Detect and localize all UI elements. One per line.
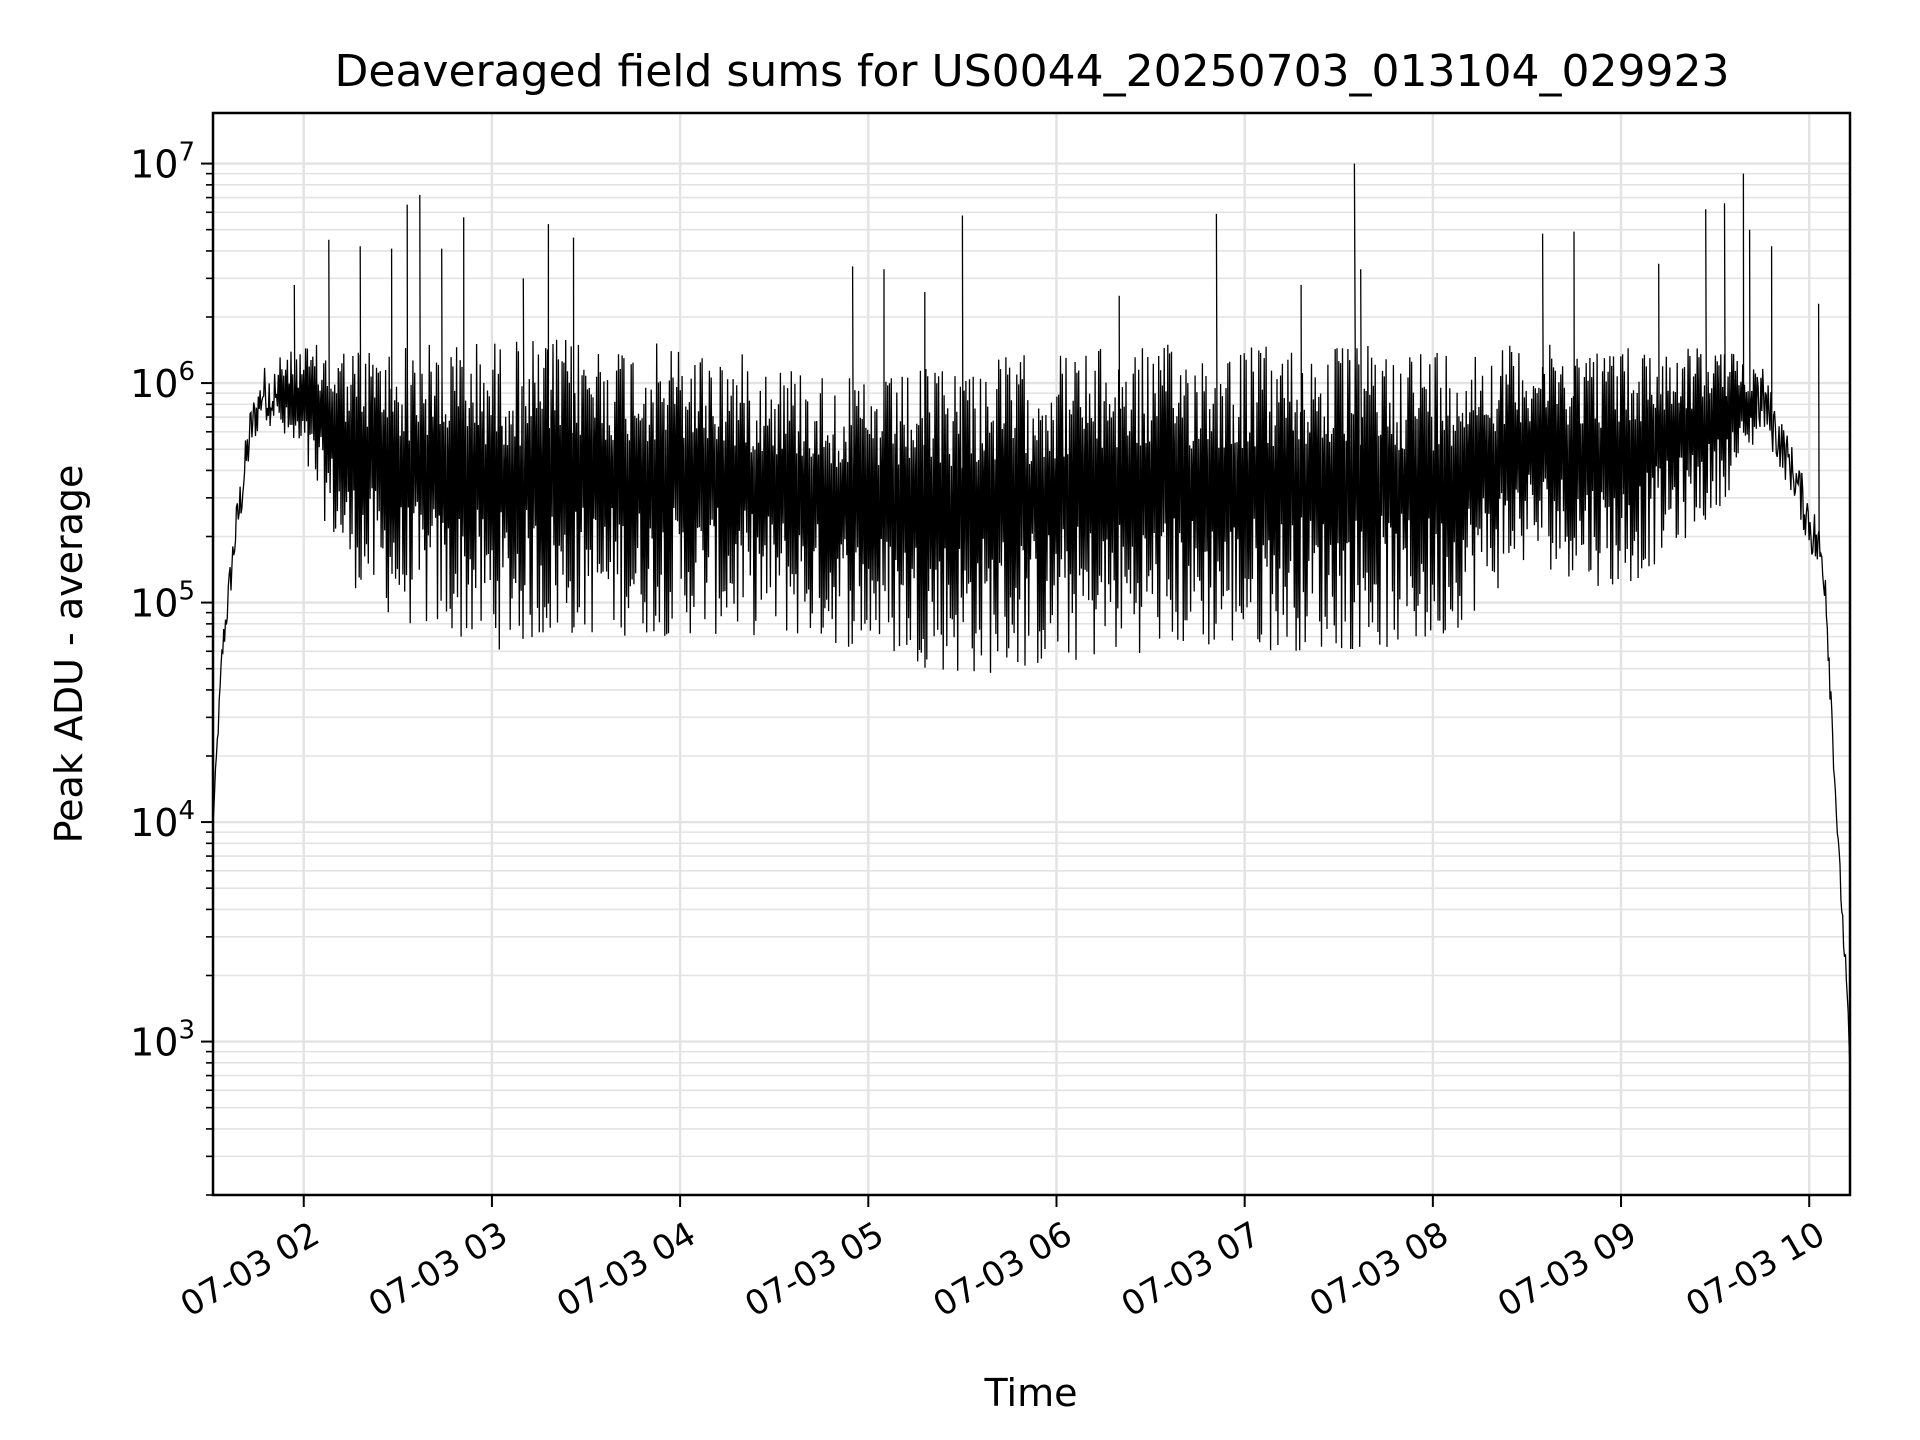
y-tick-label: 105	[130, 577, 195, 626]
y-axis-label: Peak ADU - average	[47, 465, 91, 844]
plot-frame	[211, 111, 1852, 1197]
series-line	[212, 163, 1851, 1074]
x-axis-label: Time	[984, 1371, 1078, 1415]
y-tick-label: 107	[130, 138, 195, 187]
chart-title: Deaveraged field sums for US0044_2025070…	[335, 46, 1730, 97]
y-tick-label: 104	[130, 796, 195, 845]
y-tick-label: 106	[130, 357, 195, 406]
y-tick-label: 103	[130, 1016, 195, 1065]
series-trace	[212, 163, 1851, 1074]
